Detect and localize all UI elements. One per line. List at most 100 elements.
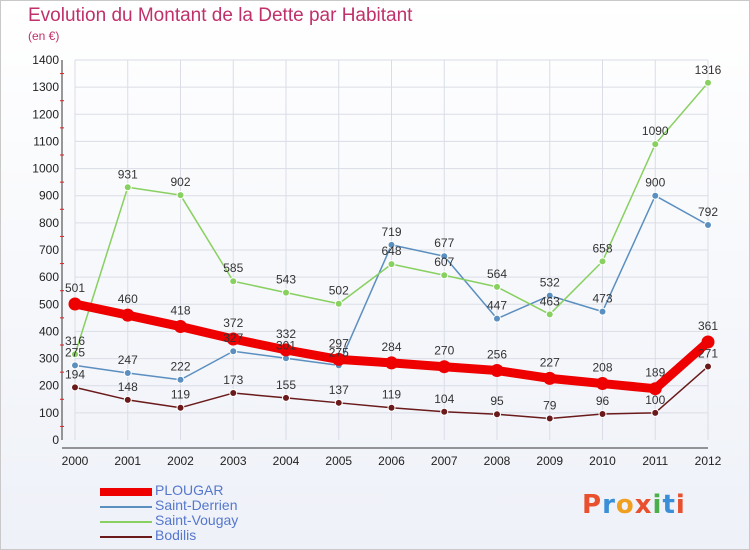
chart-title: Evolution du Montant de la Dette par Hab… [28,5,413,26]
data-label-saint-vougay: 316 [65,334,85,348]
data-labels: 275 247 222 327 301 275 719 677 447 532 473 900 792 3… [65,63,722,413]
data-label-saint-vougay: 648 [381,244,401,258]
point-saint-vougay [440,271,449,280]
logo-letter: P [582,490,603,520]
x-tick-label: 2001 [114,454,141,468]
data-label-saint-derrien: 900 [645,176,665,190]
data-label-plougar: 460 [118,292,138,306]
logo-letter: i [675,490,686,520]
data-label-plougar: 189 [645,366,665,380]
data-label-saint-vougay: 931 [118,167,138,181]
legend-label: Saint-Derrien [155,497,238,513]
data-label-saint-vougay: 658 [592,241,612,255]
data-label-plougar: 361 [698,319,718,333]
legend-swatch [100,488,152,496]
data-label-plougar: 270 [434,344,454,358]
data-label-bodilis: 271 [698,346,718,360]
data-label-saint-vougay: 1316 [695,63,722,77]
point-bodilis [651,408,660,417]
x-tick-label: 2009 [536,454,563,468]
point-plougar [121,308,135,322]
point-plougar [226,332,240,346]
y-tick-label: 700 [39,243,59,257]
point-plougar [385,356,398,370]
logo-letter: i [652,490,663,520]
data-label-saint-vougay: 463 [540,294,560,308]
data-label-plougar: 332 [276,327,296,341]
x-tick-label: 2008 [484,454,511,468]
point-plougar [437,360,451,374]
point-saint-derrien [651,191,660,200]
data-label-bodilis: 194 [65,367,85,381]
y-tick-label: 600 [39,270,59,284]
data-label-bodilis: 119 [171,388,190,402]
point-bodilis [71,383,79,392]
point-bodilis [123,395,132,404]
point-plougar [543,371,557,385]
point-bodilis [387,403,396,412]
legend-label: Saint-Vougay [155,512,239,528]
point-plougar [174,320,187,334]
x-tick-label: 2003 [220,454,247,468]
data-label-saint-derrien: 792 [698,205,718,219]
point-saint-derrien [71,361,79,370]
data-label-bodilis: 95 [490,394,504,408]
point-saint-vougay [493,282,501,291]
point-saint-vougay [704,78,712,87]
point-bodilis [545,414,554,423]
data-label-saint-vougay: 585 [223,261,243,275]
x-tick-label: 2000 [62,454,89,468]
point-saint-derrien [123,368,132,377]
y-tick-label: 0 [52,433,59,447]
point-saint-vougay [176,191,185,200]
point-plougar [648,382,662,396]
point-bodilis [598,409,607,418]
y-tick-label: 1100 [33,134,59,148]
data-label-bodilis: 155 [276,378,296,392]
x-tick-label: 2010 [589,454,616,468]
point-saint-derrien [440,252,449,261]
point-plougar [596,377,609,391]
data-label-plougar: 297 [329,336,349,350]
point-saint-vougay [598,257,607,266]
x-tick-label: 2005 [325,454,352,468]
point-saint-vougay [387,260,396,269]
x-tick-label: 2004 [273,454,300,468]
point-plougar [490,364,504,378]
point-bodilis [229,389,238,398]
point-saint-derrien [598,307,607,316]
point-saint-derrien [704,221,712,230]
point-saint-vougay [71,350,79,359]
point-bodilis [493,410,501,419]
data-label-plougar: 501 [65,281,85,295]
y-tick-label: 900 [39,189,59,203]
logo-letter: x [634,490,653,520]
data-label-saint-derrien: 447 [487,299,507,313]
y-tick-label: 400 [39,324,59,338]
axes: 0 100 200 300 400 500 600 700 800 900 1000 1100 1200… [32,53,721,468]
x-tick-label: 2012 [695,454,722,468]
data-label-saint-derrien: 532 [540,276,560,290]
data-label-plougar: 256 [487,348,507,362]
point-plougar [332,352,346,366]
data-label-saint-derrien: 247 [118,353,138,367]
data-label-saint-derrien: 275 [329,345,349,359]
y-tick-label: 1300 [32,80,59,94]
y-tick-label: 1000 [32,162,59,176]
logo-letter: t [662,490,676,520]
series-layer [68,78,715,423]
y-tick-label: 500 [39,297,59,311]
point-saint-derrien [176,375,185,384]
point-bodilis [282,393,290,402]
data-label-saint-derrien: 222 [170,360,190,374]
legend-swatch [100,506,152,508]
logo-letter: o [615,490,635,520]
point-saint-vougay [123,183,132,192]
data-label-saint-derrien: 719 [381,225,401,239]
point-bodilis [176,403,185,412]
x-tick-label: 2011 [642,454,668,468]
data-label-plougar: 284 [381,340,401,354]
y-tick-label: 1200 [32,107,59,121]
unit-label: (en €) [28,29,60,43]
